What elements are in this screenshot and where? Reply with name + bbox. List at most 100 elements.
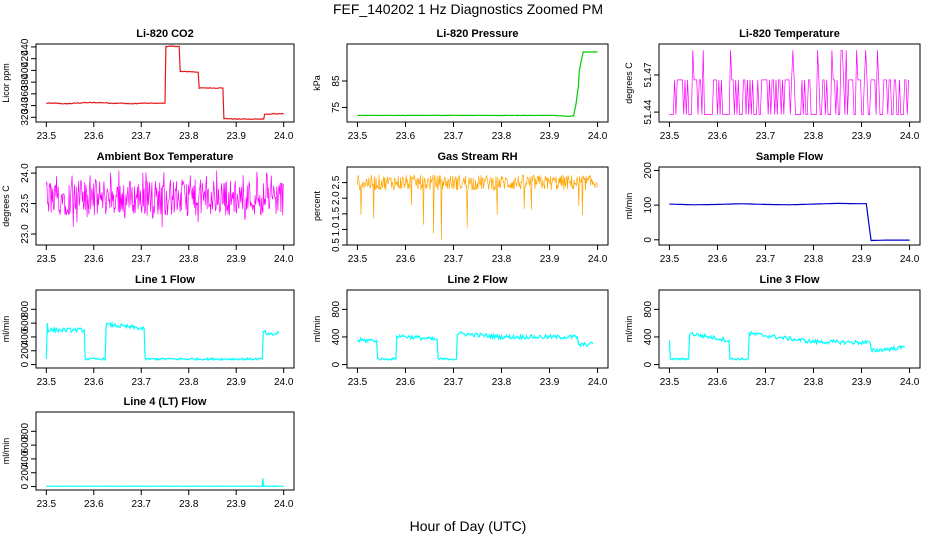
y-axis-label: degrees C xyxy=(1,185,11,227)
panel-8: Line 2 Flow 23.5 23.6 23.7 23.8 23.9 24.0 0 400 8… xyxy=(312,274,609,388)
y-tick-label: 400 xyxy=(20,450,31,467)
x-tick-label: 23.8 xyxy=(492,131,512,142)
plot-frame xyxy=(658,289,921,369)
x-tick-label: 23.8 xyxy=(804,377,824,388)
x-tick-label: 23.6 xyxy=(708,131,728,142)
x-tick-label: 23.9 xyxy=(540,254,560,265)
y-tick-label: 600 xyxy=(20,436,31,453)
x-tick-label: 24.0 xyxy=(900,254,920,265)
y-tick-label: 420 xyxy=(20,50,31,67)
x-tick-label: 24.0 xyxy=(588,131,608,142)
y-tick-label: 800 xyxy=(20,423,31,440)
x-tick-label: 23.5 xyxy=(37,377,57,388)
y-axis-label: ml/min xyxy=(1,316,11,343)
x-tick-label: 23.6 xyxy=(84,131,104,142)
panel-title: Line 3 Flow xyxy=(760,274,820,286)
x-tick-label: 23.9 xyxy=(226,377,246,388)
y-tick-label: 380 xyxy=(20,73,31,90)
plot-frame xyxy=(346,289,609,369)
y-tick-label: 200 xyxy=(20,464,31,481)
x-tick-label: 23.9 xyxy=(226,131,246,142)
y-tick-label: 1.5 xyxy=(331,206,342,220)
y-axis-label: degrees C xyxy=(624,62,634,104)
x-tick-label: 23.8 xyxy=(179,499,199,510)
x-tick-label: 23.9 xyxy=(226,499,246,510)
panel-5: Gas Stream RH 23.5 23.6 23.7 23.8 23.9 24.0 0.5… xyxy=(312,151,609,265)
y-tick-label: 85 xyxy=(331,75,342,87)
y-tick-label: 320 xyxy=(20,109,31,126)
y-tick-label: 2.5 xyxy=(331,175,342,189)
series-line xyxy=(46,45,284,121)
x-tick-label: 23.5 xyxy=(37,131,57,142)
panel-6: Sample Flow 23.5 23.6 23.7 23.8 23.9 24.0 0 100 2… xyxy=(624,151,921,265)
plot-frame xyxy=(346,43,609,123)
panel-1: Li-820 CO2 23.5 23.6 23.7 23.8 23.9 24.0 320340… xyxy=(1,28,295,142)
x-tick-label: 24.0 xyxy=(900,377,920,388)
y-tick-label: 400 xyxy=(20,62,31,79)
data-layer xyxy=(669,202,910,242)
series-line xyxy=(357,51,598,118)
plot-frame xyxy=(658,43,921,123)
series-line xyxy=(46,478,284,488)
x-tick-label: 23.9 xyxy=(540,377,560,388)
x-tick-label: 23.9 xyxy=(852,131,872,142)
y-tick-label: 23.5 xyxy=(20,193,31,213)
panel-title: Line 4 (LT) Flow xyxy=(124,396,207,408)
y-axis-label: Licor ppm xyxy=(1,63,11,103)
y-tick-label: 400 xyxy=(331,328,342,345)
x-tick-label: 23.8 xyxy=(492,254,512,265)
panel-10: Line 4 (LT) Flow 23.5 23.6 23.7 23.8 23.9 24.0… xyxy=(1,396,295,510)
x-tick-label: 23.5 xyxy=(660,131,680,142)
y-tick-label: 200 xyxy=(20,342,31,359)
plot-frame xyxy=(35,43,295,123)
series-line xyxy=(669,49,909,115)
y-axis-label: ml/min xyxy=(624,193,634,220)
panel-title: Line 2 Flow xyxy=(448,274,508,286)
x-tick-label: 23.6 xyxy=(396,377,416,388)
y-tick-label: 440 xyxy=(20,38,31,55)
series-line xyxy=(357,331,594,361)
y-tick-label: 0 xyxy=(331,361,342,367)
plot-frame xyxy=(35,289,295,369)
x-tick-label: 23.5 xyxy=(348,131,368,142)
figure-title: FEF_140202 1 Hz Diagnostics Zoomed PM xyxy=(332,1,603,17)
x-tick-label: 23.7 xyxy=(756,377,776,388)
y-tick-label: 0.5 xyxy=(331,238,342,252)
y-axis-label: kPa xyxy=(312,75,322,91)
y-tick-label: 600 xyxy=(20,314,31,331)
x-tick-label: 23.8 xyxy=(179,254,199,265)
x-tick-label: 24.0 xyxy=(900,131,920,142)
x-tick-label: 24.0 xyxy=(274,254,294,265)
y-tick-label: 24.0 xyxy=(20,163,31,183)
panel-title: Li-820 CO2 xyxy=(136,28,193,40)
x-tick-label: 24.0 xyxy=(274,499,294,510)
y-tick-label: 400 xyxy=(20,328,31,345)
data-layer xyxy=(357,174,598,240)
data-layer xyxy=(46,45,284,121)
x-tick-label: 23.6 xyxy=(84,499,104,510)
y-tick-label: 23.0 xyxy=(20,224,31,244)
y-tick-label: 51.47 xyxy=(643,62,654,87)
panel-7: Line 1 Flow 23.5 23.6 23.7 23.8 23.9 24.0 0 2004… xyxy=(1,274,295,388)
y-tick-label: 0 xyxy=(20,483,31,489)
data-layer xyxy=(669,49,909,115)
panel-2: Li-820 Pressure 23.5 23.6 23.7 23.8 23.9 24.0 7… xyxy=(312,28,609,142)
x-tick-label: 23.8 xyxy=(179,131,199,142)
x-tick-label: 23.7 xyxy=(132,499,152,510)
y-tick-label: 800 xyxy=(643,301,654,318)
y-axis-label: percent xyxy=(312,190,322,221)
x-tick-label: 24.0 xyxy=(274,131,294,142)
panel-title: Li-820 Pressure xyxy=(437,28,519,40)
data-layer xyxy=(45,170,284,228)
figure-x-axis-label: Hour of Day (UTC) xyxy=(409,518,527,534)
x-tick-label: 23.9 xyxy=(226,254,246,265)
series-line xyxy=(357,174,598,240)
x-tick-label: 23.9 xyxy=(852,254,872,265)
y-tick-label: 200 xyxy=(643,162,654,179)
plot-frame xyxy=(658,166,921,246)
x-tick-label: 23.8 xyxy=(492,377,512,388)
data-layer xyxy=(45,321,280,362)
x-tick-label: 23.5 xyxy=(348,377,368,388)
x-tick-label: 23.5 xyxy=(660,377,680,388)
